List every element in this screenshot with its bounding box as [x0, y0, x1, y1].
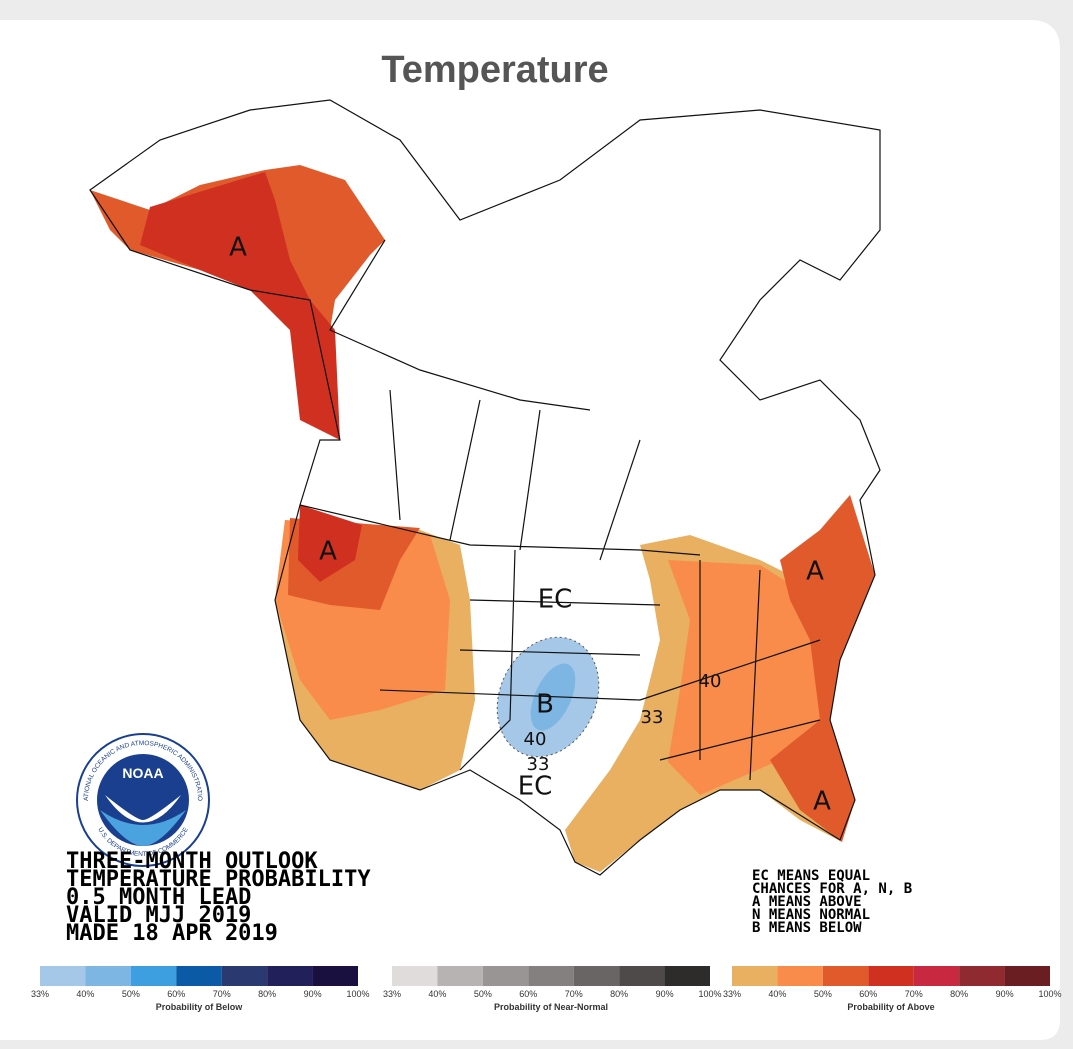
legend-swatch: [868, 966, 914, 986]
legend-tick-label: 90%: [304, 989, 322, 999]
outlook-line: VALID MJJ 2019: [66, 903, 251, 928]
legend-tick-label: 60%: [859, 989, 877, 999]
legend-tick-label: 33%: [723, 989, 741, 999]
legend-swatch: [221, 966, 268, 986]
legend-swatch: [130, 966, 177, 986]
region-above: [770, 495, 875, 842]
legend-tick-label: 50%: [814, 989, 832, 999]
legend-swatch: [777, 966, 823, 986]
legend-title: Probability of Near-Normal: [494, 1002, 608, 1012]
key-line: B MEANS BELOW: [752, 920, 862, 936]
legend-tick-label: 80%: [258, 989, 276, 999]
logo-name: NOAA: [122, 765, 163, 781]
legend-swatch: [664, 966, 710, 986]
legend-tick-label: 50%: [122, 989, 140, 999]
legend-tick-label: 40%: [76, 989, 94, 999]
legend-swatch: [312, 966, 358, 986]
legend-swatch: [437, 966, 483, 986]
legend-title: Probability of Above: [847, 1002, 934, 1012]
legend-tick-label: 33%: [383, 989, 401, 999]
region-above: [140, 172, 340, 440]
legend-tick-label: 60%: [167, 989, 185, 999]
legend-tick-label: 70%: [213, 989, 231, 999]
key-line: CHANCES FOR A, N, B: [752, 881, 912, 897]
coastline: [89, 99, 881, 876]
boundary: [299, 239, 821, 781]
map-label: A: [319, 537, 337, 567]
key-line: N MEANS NORMAL: [752, 907, 870, 923]
legend-tick-label: 100%: [1038, 989, 1061, 999]
logo-bird: [105, 795, 181, 823]
legend-tick-label: 40%: [768, 989, 786, 999]
outlook-line: MADE 18 APR 2019: [66, 921, 278, 946]
legend-tick-label: 70%: [565, 989, 583, 999]
region-above: [298, 505, 362, 582]
map-label: A: [806, 557, 824, 587]
key-line: EC MEANS EQUAL: [752, 868, 870, 884]
legend-tick-label: 33%: [31, 989, 49, 999]
outlook-line: 0.5 MONTH LEAD: [66, 885, 251, 910]
legend-swatch: [40, 966, 86, 986]
legend-swatch: [959, 966, 1005, 986]
legend-swatch: [392, 966, 438, 986]
map-label: EC: [538, 585, 573, 615]
legend-swatch: [176, 966, 222, 986]
map-label: B: [536, 690, 554, 720]
legend-swatch: [1004, 966, 1050, 986]
map-label: 40: [699, 671, 722, 692]
map-label: 40: [524, 729, 547, 750]
legend-tick-label: 80%: [950, 989, 968, 999]
legend-swatch: [267, 966, 313, 986]
legend-tick-label: 100%: [698, 989, 721, 999]
key-line: A MEANS ABOVE: [752, 894, 862, 910]
legend-tick-label: 80%: [610, 989, 628, 999]
legend-swatch: [482, 966, 529, 986]
title: Temperature: [381, 49, 608, 91]
legend-tick-label: 70%: [905, 989, 923, 999]
map-label: A: [229, 233, 247, 263]
legend-swatch: [913, 966, 960, 986]
outlook-line: THREE-MONTH OUTLOOK: [66, 849, 318, 874]
map-label: 33: [641, 707, 664, 728]
legend-swatch: [528, 966, 574, 986]
map-label: A: [813, 787, 831, 817]
legend-swatch: [573, 966, 620, 986]
legend-swatch: [619, 966, 665, 986]
legend-swatch: [85, 966, 131, 986]
legend-tick-label: 90%: [996, 989, 1014, 999]
legend-tick-label: 100%: [346, 989, 369, 999]
legend-tick-label: 50%: [474, 989, 492, 999]
region-above: [668, 560, 820, 795]
legend-tick-label: 40%: [428, 989, 446, 999]
map: A A EC B 40 33 EC 33 40 A A: [89, 99, 881, 876]
legend-title: Probability of Below: [156, 1002, 244, 1012]
legends: 33% 40% 50% 60% 70% 80% 90% 100% Probability of …: [31, 966, 1062, 1012]
legend-swatch: [732, 966, 778, 986]
logo-wave: [100, 810, 186, 846]
map-label: EC: [518, 772, 553, 802]
legend-tick-label: 90%: [656, 989, 674, 999]
legend-tick-label: 60%: [519, 989, 537, 999]
outlook-line: TEMPERATURE PROBABILITY: [66, 867, 371, 892]
map-label: 33: [527, 754, 550, 775]
legend-swatch: [822, 966, 869, 986]
